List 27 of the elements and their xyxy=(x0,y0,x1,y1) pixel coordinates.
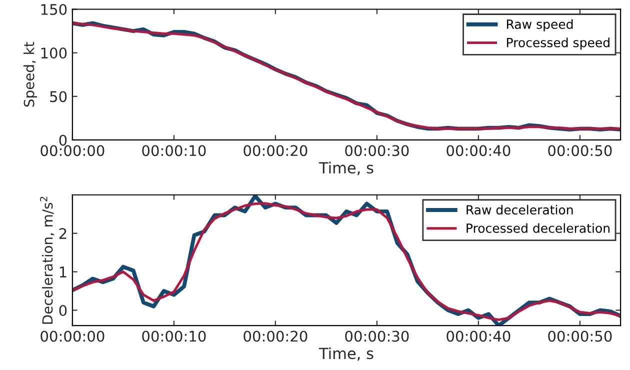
y-tick-label: 1 xyxy=(60,266,66,278)
legend-label: Processed speed xyxy=(507,38,610,50)
legend-label: Raw deceleration xyxy=(466,204,573,215)
x-tick-label: 00:00:20 xyxy=(244,145,308,156)
x-axis-title: Time, s xyxy=(318,347,374,361)
legend-label: Processed deceleration xyxy=(466,223,610,233)
x-tick-label: 00:00:20 xyxy=(244,330,308,342)
x-tick-label: 00:00:50 xyxy=(548,145,612,156)
x-tick-label: 00:00:30 xyxy=(345,330,409,342)
x-tick-label: 00:00:50 xyxy=(548,330,612,342)
x-tick-label: 00:00:10 xyxy=(142,145,206,156)
y-tick-label: 0 xyxy=(59,134,67,146)
y-tick-label: 50 xyxy=(50,91,67,102)
x-axis-title: Time, s xyxy=(318,162,374,176)
y-axis-title: Deceleration, m/s$^{2}$ xyxy=(40,196,54,324)
x-tick-label: 00:00:10 xyxy=(142,330,206,342)
x-tick-label: 00:00:40 xyxy=(446,330,510,342)
y-tick-label: 150 xyxy=(41,4,67,15)
x-tick-label: 00:00:00 xyxy=(40,330,104,342)
x-tick-label: 00:00:30 xyxy=(345,145,409,156)
x-tick-label: 00:00:00 xyxy=(40,145,104,156)
x-tick-label: 00:00:40 xyxy=(446,145,510,156)
legend-label: Raw speed xyxy=(507,19,573,32)
y-axis-title: Speed, kt xyxy=(24,42,37,107)
y-tick-label: 2 xyxy=(59,228,66,239)
y-tick-label: 0 xyxy=(59,304,67,316)
y-tick-label: 100 xyxy=(41,48,67,59)
